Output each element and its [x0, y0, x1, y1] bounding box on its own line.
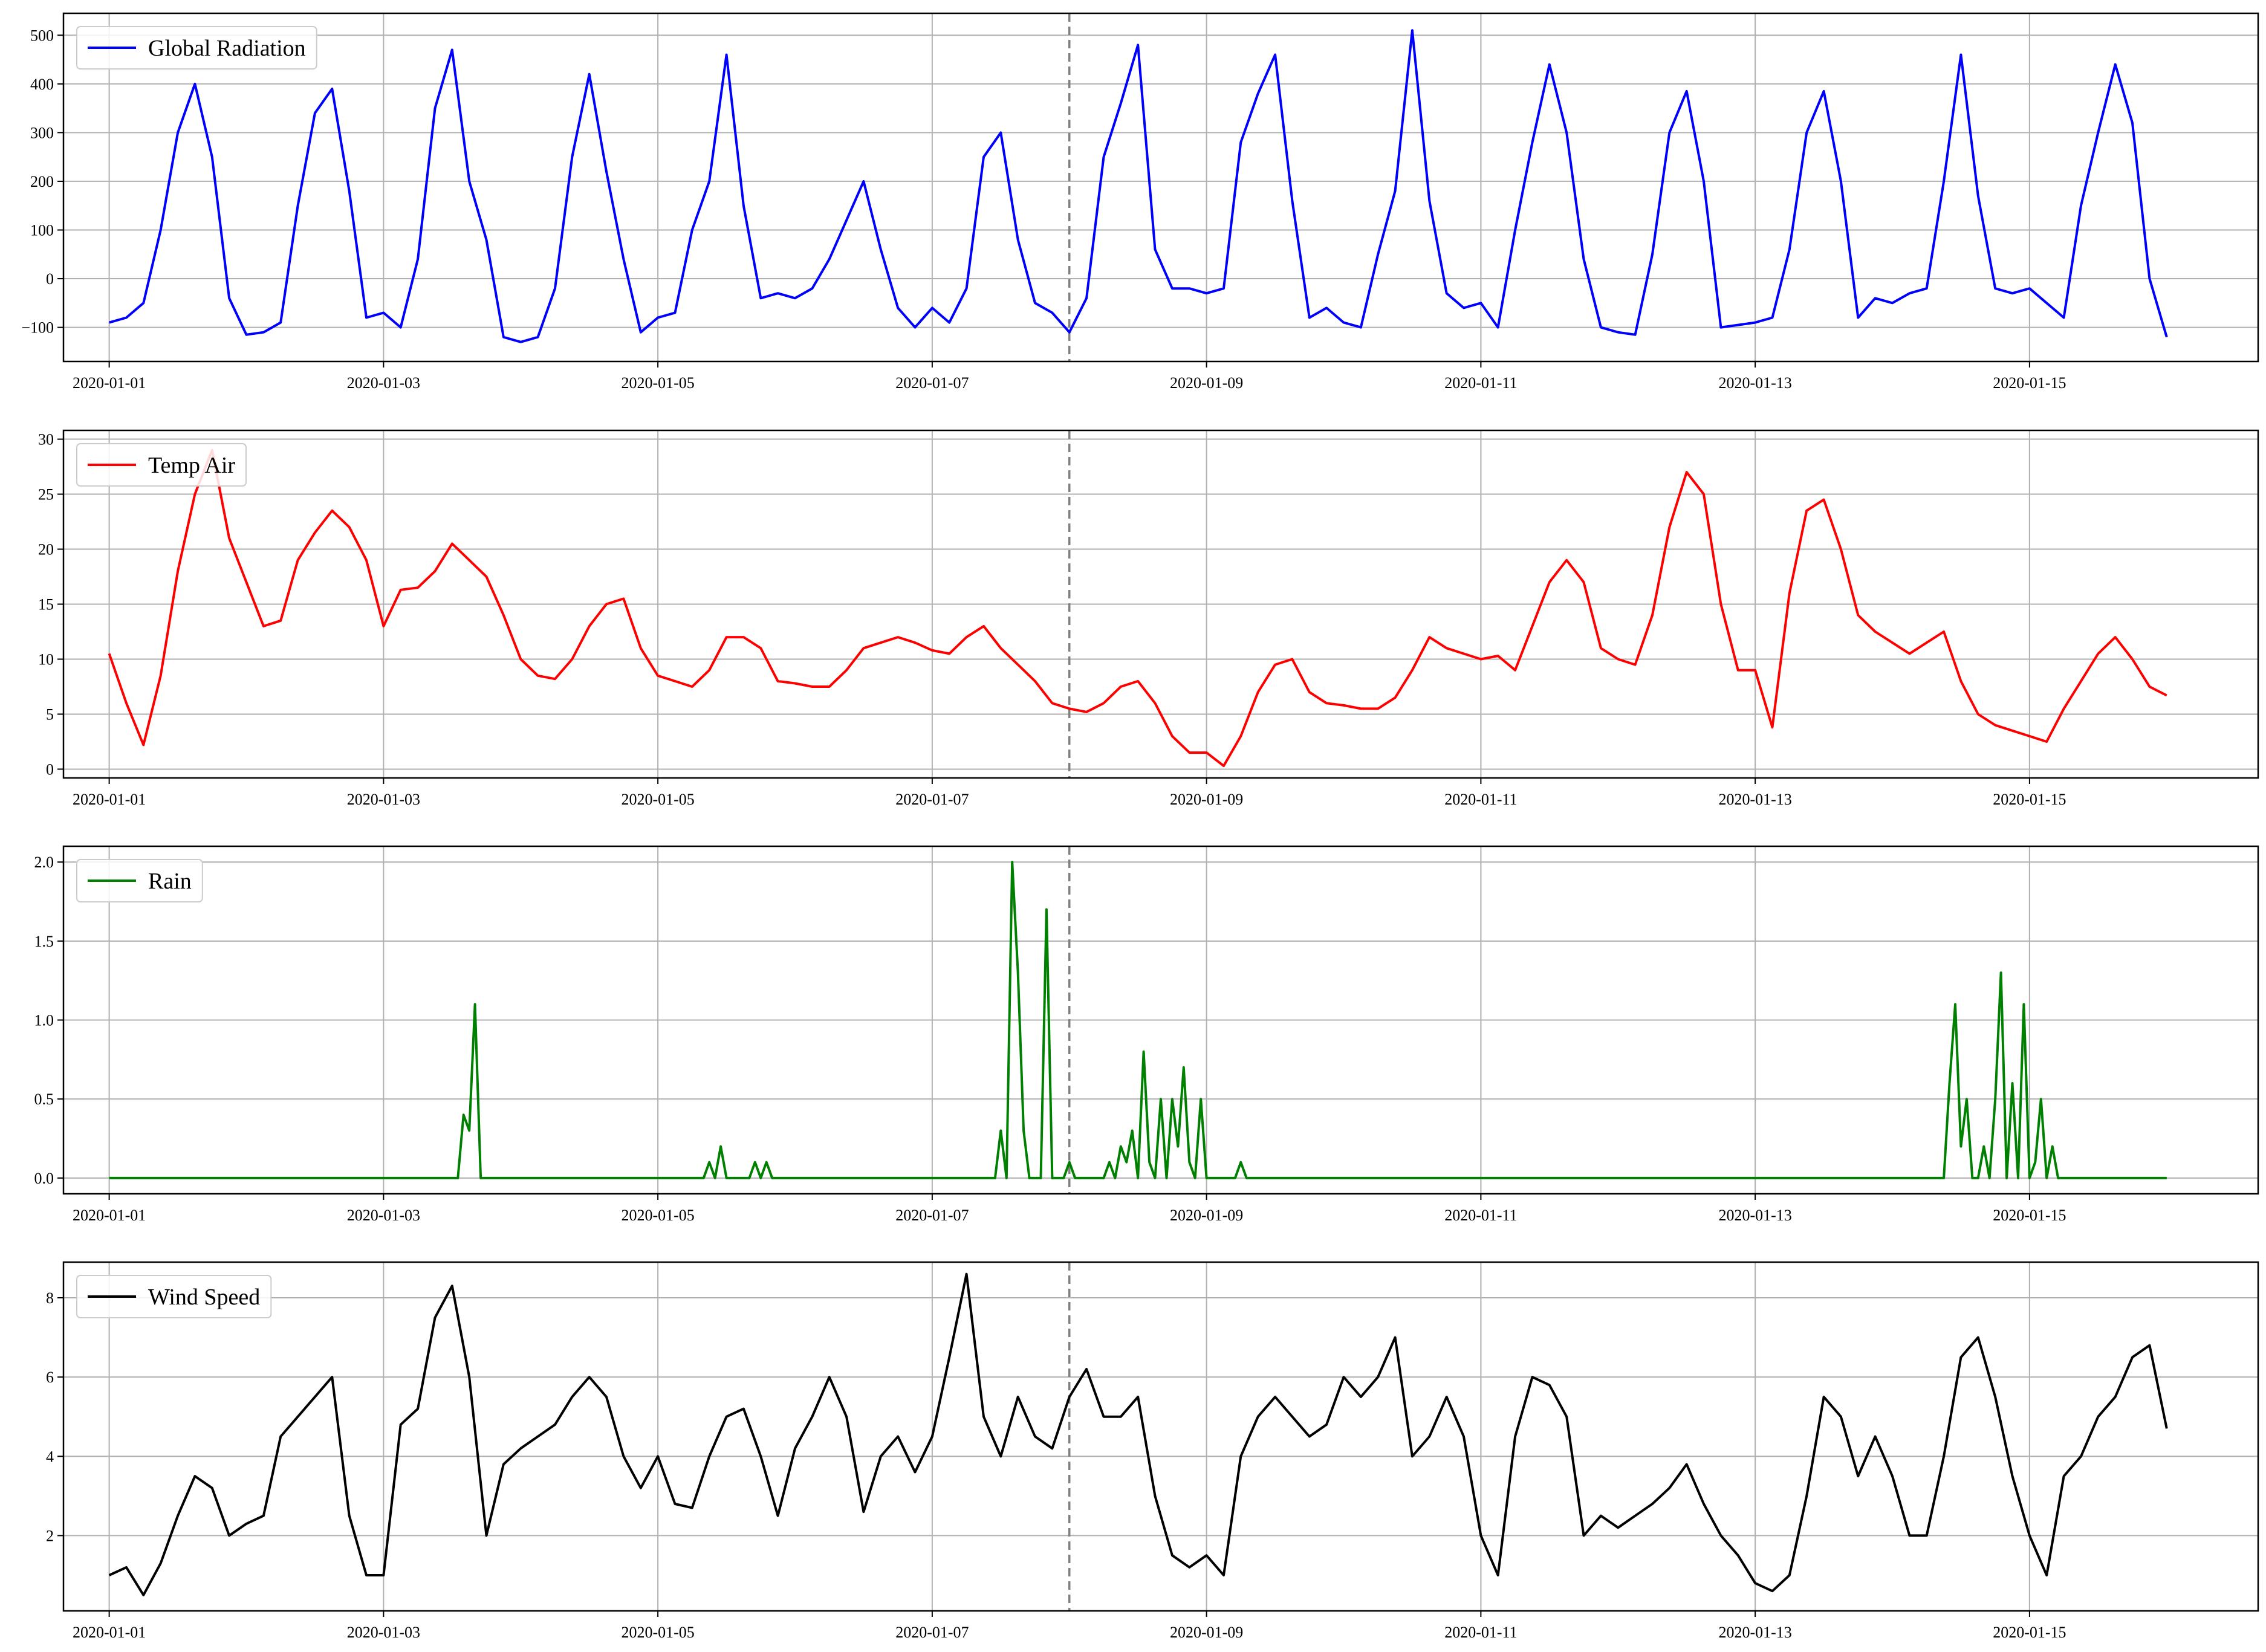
global-radiation-x-tick-label: 2020-01-05: [621, 374, 694, 392]
temp-air-y-tick-label: 0: [46, 760, 54, 778]
rain-panel: 2020-01-01 2020-01-03 2020-01-05 2020-01-07…: [34, 845, 2259, 1224]
temp-air-y-tick-label: 15: [38, 596, 54, 614]
temp-air-x-tick-label: 2020-01-09: [1170, 791, 1243, 808]
temp-air-panel: 2020-01-01 2020-01-03 2020-01-05 2020-01-07…: [38, 429, 2259, 808]
global-radiation-x-tick-label: 2020-01-01: [73, 374, 146, 392]
global-radiation-y-tick-label: 500: [30, 27, 54, 44]
wind-speed-legend: Wind Speed: [76, 1275, 272, 1318]
global-radiation-y-tick-label: −100: [21, 319, 54, 337]
wind-speed-x-tick-label: 2020-01-15: [1993, 1624, 2066, 1641]
wind-speed-x-tick-label: 2020-01-03: [347, 1624, 420, 1641]
global-radiation-x-tick-label: 2020-01-15: [1993, 374, 2066, 392]
temp-air-legend: Temp Air: [76, 443, 247, 487]
wind-speed-x-tick-label: 2020-01-09: [1170, 1624, 1243, 1641]
rain-x-tick-label: 2020-01-03: [347, 1207, 420, 1224]
temp-air-legend-label: Temp Air: [148, 453, 235, 478]
wind-speed-legend-label: Wind Speed: [148, 1284, 260, 1310]
wind-speed-legend-box: [76, 1275, 272, 1318]
temp-air-x-tick-label: 2020-01-13: [1718, 791, 1791, 808]
rain-series-line: [109, 861, 2167, 1179]
global-radiation-legend: Global Radiation: [76, 26, 317, 70]
wind-speed-axes-frame: [62, 1261, 2259, 1612]
global-radiation-x-tick-label: 2020-01-11: [1444, 374, 1517, 392]
wind-speed-y-tick-label: 6: [46, 1369, 54, 1386]
wind-speed-x-tick-label: 2020-01-13: [1718, 1624, 1791, 1641]
global-radiation-y-tick-label: 0: [46, 270, 54, 288]
rain-x-tick-label: 2020-01-15: [1993, 1207, 2066, 1224]
wind-speed-x-tick-label: 2020-01-07: [895, 1624, 969, 1641]
temp-air-x-tick-label: 2020-01-07: [895, 791, 969, 808]
global-radiation-y-tick-label: 300: [30, 124, 54, 141]
rain-x-tick-label: 2020-01-01: [73, 1207, 146, 1224]
rain-x-tick-label: 2020-01-13: [1718, 1207, 1791, 1224]
temp-air-x-tick-label: 2020-01-03: [347, 791, 420, 808]
wind-speed-panel: 2020-01-01 2020-01-03 2020-01-05 2020-01-07…: [46, 1261, 2259, 1641]
global-radiation-panel: 2020-01-01 2020-01-03 2020-01-05 2020-01-07…: [21, 12, 2259, 392]
rain-y-tick-label: 1.0: [34, 1012, 54, 1029]
temp-air-y-tick-label: 5: [46, 705, 54, 723]
temp-air-x-tick-label: 2020-01-05: [621, 791, 694, 808]
rain-x-tick-label: 2020-01-07: [895, 1207, 969, 1224]
wind-speed-y-tick-label: 2: [46, 1527, 54, 1544]
temp-air-y-tick-label: 20: [38, 541, 54, 559]
global-radiation-x-tick-label: 2020-01-07: [895, 374, 969, 392]
temp-air-y-tick-label: 10: [38, 650, 54, 668]
global-radiation-legend-box: [76, 26, 317, 70]
global-radiation-x-tick-label: 2020-01-09: [1170, 374, 1243, 392]
rain-legend-label: Rain: [148, 869, 192, 894]
global-radiation-x-tick-label: 2020-01-03: [347, 374, 420, 392]
global-radiation-legend-label: Global Radiation: [148, 36, 306, 61]
wind-speed-y-tick-label: 4: [46, 1448, 54, 1465]
rain-x-tick-label: 2020-01-09: [1170, 1207, 1243, 1224]
global-radiation-x-tick-label: 2020-01-13: [1718, 374, 1791, 392]
rain-legend-box: [76, 859, 203, 902]
temp-air-x-tick-label: 2020-01-01: [73, 791, 146, 808]
temp-air-series-line: [108, 449, 2167, 767]
global-radiation-series-line: [109, 29, 2168, 343]
temp-air-x-tick-label: 2020-01-15: [1993, 791, 2066, 808]
rain-x-tick-label: 2020-01-11: [1444, 1207, 1517, 1224]
global-radiation-y-tick-label: 200: [30, 173, 54, 190]
wind-speed-x-tick-label: 2020-01-11: [1444, 1624, 1517, 1641]
rain-y-tick-label: 2.0: [34, 854, 54, 871]
wind-speed-y-tick-label: 8: [46, 1289, 54, 1307]
global-radiation-axes-frame: [62, 12, 2259, 363]
global-radiation-y-tick-label: 100: [30, 221, 54, 239]
temp-air-y-tick-label: 25: [38, 486, 54, 504]
rain-y-tick-label: 0.5: [34, 1090, 54, 1108]
rain-y-tick-label: 0.0: [34, 1170, 54, 1187]
wind-speed-x-tick-label: 2020-01-05: [621, 1624, 694, 1641]
rain-x-tick-label: 2020-01-05: [621, 1207, 694, 1224]
temp-air-y-tick-label: 30: [38, 431, 54, 449]
rain-legend: Rain: [76, 859, 203, 902]
temp-air-legend-box: [76, 443, 247, 487]
temp-air-x-tick-label: 2020-01-11: [1444, 791, 1517, 808]
wind-speed-series-line: [108, 1272, 2168, 1596]
wind-speed-x-tick-label: 2020-01-01: [73, 1624, 146, 1641]
global-radiation-y-tick-label: 400: [30, 76, 54, 93]
rain-y-tick-label: 1.5: [34, 933, 54, 950]
